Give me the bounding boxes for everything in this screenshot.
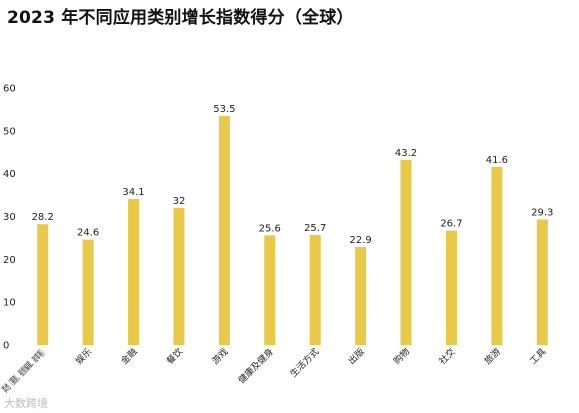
x-tick-label: 娱乐 bbox=[73, 346, 94, 367]
bar bbox=[309, 234, 321, 345]
x-tick-label: 其他（摄影、视频编辑、效率等） bbox=[0, 346, 49, 395]
x-tick-label: 餐饮 bbox=[164, 346, 185, 367]
data-label: 22.9 bbox=[349, 235, 371, 246]
x-tick-label: 金融 bbox=[118, 346, 139, 367]
x-tick-label: 工具 bbox=[528, 346, 549, 367]
x-tick-label: 购物 bbox=[391, 346, 412, 367]
bar bbox=[491, 166, 503, 345]
data-label: 28.2 bbox=[32, 212, 54, 223]
data-label: 26.7 bbox=[440, 219, 462, 230]
data-label: 34.1 bbox=[122, 187, 144, 198]
y-tick-label: 10 bbox=[3, 298, 16, 309]
y-tick-label: 40 bbox=[3, 169, 16, 180]
y-tick-label: 60 bbox=[3, 84, 16, 95]
data-label: 29.3 bbox=[531, 207, 553, 218]
data-label: 32 bbox=[173, 196, 186, 207]
data-label: 43.2 bbox=[395, 148, 417, 159]
data-label: 53.5 bbox=[213, 104, 235, 115]
data-label: 24.6 bbox=[77, 228, 99, 239]
data-label: 25.7 bbox=[304, 223, 326, 234]
y-axis: 0 10 20 30 40 50 60 bbox=[3, 84, 16, 352]
bar bbox=[355, 246, 367, 345]
bar bbox=[536, 219, 548, 345]
x-tick-label: 社交 bbox=[436, 346, 457, 367]
value-labels: 28.2 24.6 34.1 32 53.5 25.6 25.7 22.9 43.2 26.7 41… bbox=[32, 104, 554, 246]
bar bbox=[82, 239, 94, 345]
x-tick-label: 出版 bbox=[346, 346, 367, 367]
bar bbox=[218, 115, 230, 345]
x-tick-label: 健康及健身 bbox=[236, 346, 276, 386]
data-label: 41.6 bbox=[486, 155, 508, 166]
data-label: 25.6 bbox=[259, 223, 281, 234]
bar bbox=[37, 224, 49, 345]
bar bbox=[445, 230, 457, 345]
x-axis-labels: 其他（摄影、视频编辑、效率等） 娱乐 金融 餐饮 游戏 健康及健身 生活方式 出版 购物 社交 旅游… bbox=[0, 346, 548, 395]
y-tick-label: 50 bbox=[3, 126, 16, 137]
chart-title: 2023 年不同应用类别增长指数得分（全球） bbox=[7, 8, 354, 28]
y-tick-label: 30 bbox=[3, 212, 16, 223]
x-tick-label: 旅游 bbox=[482, 346, 503, 367]
y-tick-label: 20 bbox=[3, 255, 16, 266]
x-tick-label: 游戏 bbox=[209, 346, 230, 367]
bar bbox=[400, 159, 412, 345]
y-tick-label: 0 bbox=[3, 341, 9, 352]
bar bbox=[264, 235, 276, 345]
bars bbox=[37, 115, 548, 345]
bar bbox=[128, 198, 140, 345]
x-tick-label: 生活方式 bbox=[287, 346, 321, 380]
bar bbox=[173, 207, 185, 345]
watermark: 大数跨境 bbox=[4, 397, 48, 410]
